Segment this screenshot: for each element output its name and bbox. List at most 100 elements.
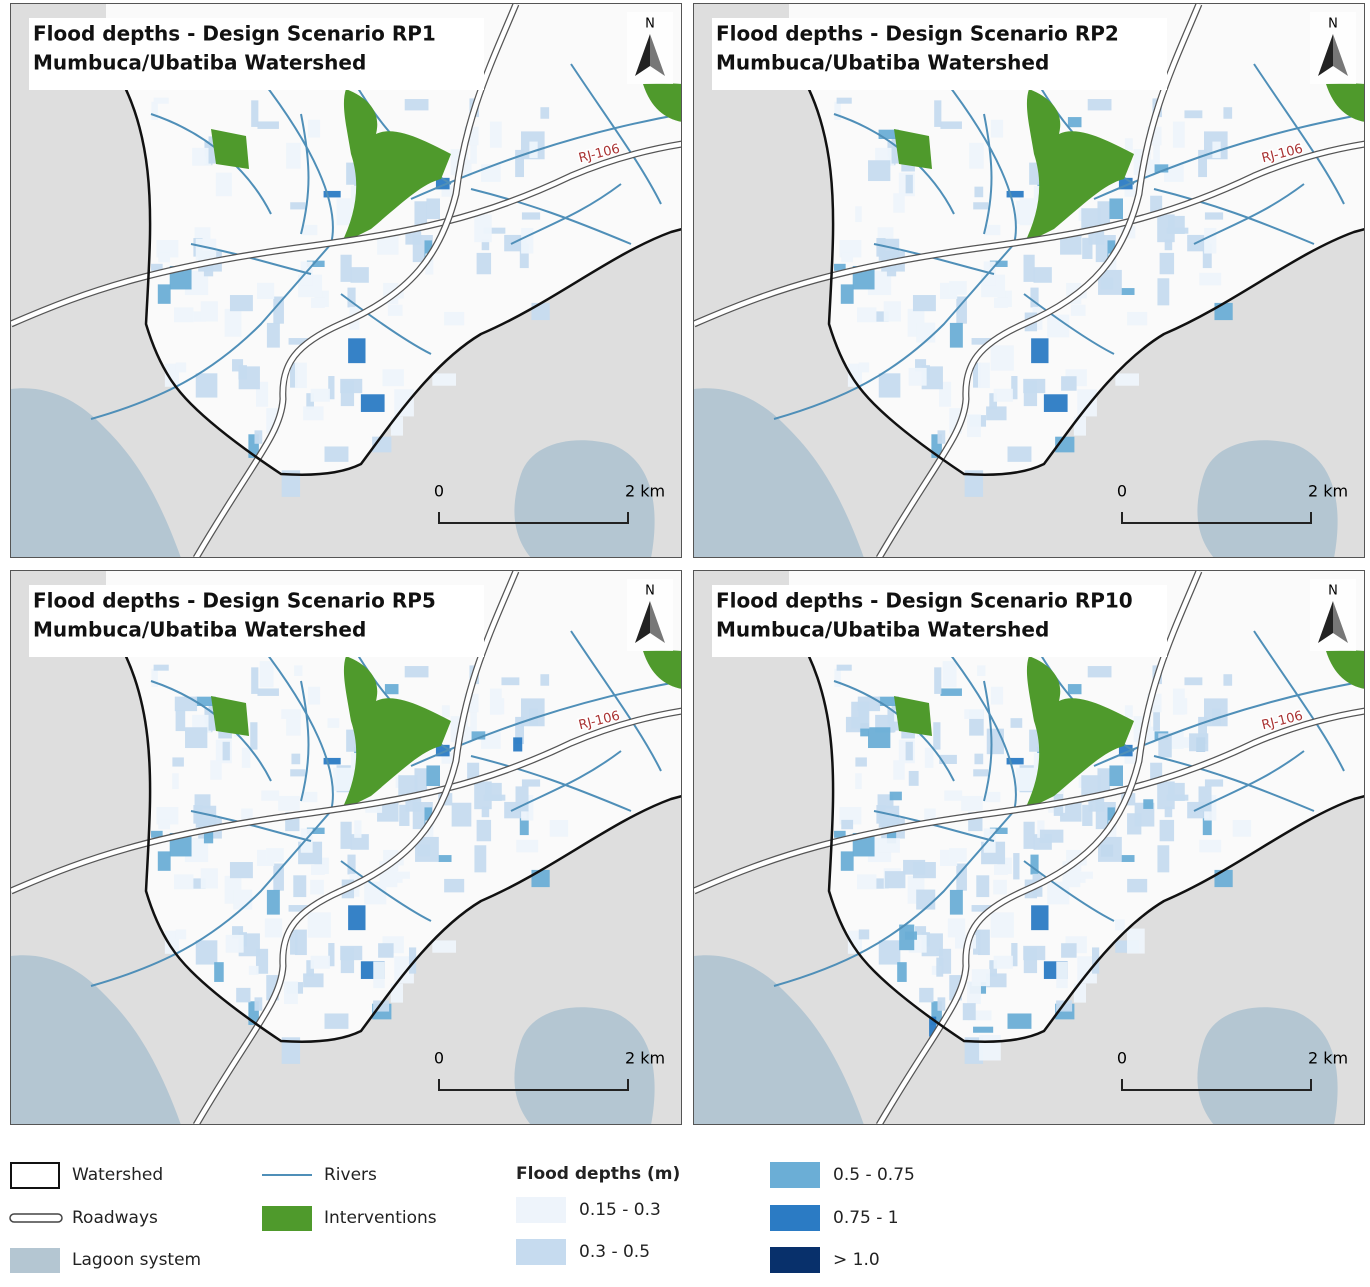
flood-patch [934, 100, 942, 127]
flood-patch [967, 1010, 992, 1021]
flood-patch [175, 710, 186, 732]
flood-patch [364, 881, 387, 905]
flood-patch [195, 238, 217, 261]
river [1093, 113, 1364, 200]
flood-patch [238, 933, 260, 957]
flood-patch [990, 912, 1014, 938]
flood-patch [333, 767, 356, 791]
flood-patch [1172, 688, 1185, 715]
flood-patch [414, 768, 428, 796]
flood-patch [1157, 278, 1170, 306]
flood-patch [1108, 253, 1117, 275]
flood-patch [1124, 705, 1133, 718]
flood-patch [905, 174, 913, 194]
flood-patch [441, 752, 453, 764]
flood-patch [841, 819, 854, 830]
flood-patch [836, 97, 852, 104]
flood-patch [856, 874, 877, 890]
flood-patch [840, 851, 854, 871]
flood-patch [949, 848, 967, 862]
river [873, 810, 995, 842]
flood-patch [855, 206, 862, 223]
flood-patch [1043, 394, 1068, 412]
flood-patch [232, 926, 244, 939]
legend-label: 0.15 - 0.3 [579, 1200, 661, 1220]
flood-patch [944, 790, 963, 801]
intervention [643, 650, 681, 689]
river [1253, 63, 1345, 205]
flood-patch [471, 731, 486, 740]
flood-patch [328, 943, 335, 967]
river [1253, 630, 1345, 772]
river [1093, 680, 1364, 767]
scale-bar [1121, 1079, 1312, 1091]
flood-patch [164, 363, 180, 387]
river [340, 293, 432, 355]
watershed-boundary [787, 620, 1364, 1043]
river [510, 183, 622, 245]
river [570, 630, 662, 772]
north-arrow [1318, 34, 1333, 76]
flood-patch [306, 827, 325, 834]
flood-patch [1143, 799, 1154, 809]
scale-end: 2 km [1308, 1049, 1348, 1068]
flood-patch [1076, 871, 1093, 879]
flood-patch [1184, 677, 1203, 686]
flood-patch [1115, 373, 1140, 386]
title-box [712, 18, 1167, 90]
flood-patch [979, 1034, 1001, 1061]
map-subtitle: Mumbuca/Ubatiba Watershed [716, 51, 1049, 75]
flood-patch [340, 378, 363, 394]
flood-patch [194, 227, 211, 242]
flood-patch [336, 198, 357, 226]
flood-patch [947, 918, 966, 938]
flood-patch [1202, 810, 1212, 836]
legend-label: 0.3 - 0.5 [579, 1242, 650, 1262]
flood-patch [1033, 267, 1052, 283]
flood-patch [481, 239, 490, 251]
flood-patch [877, 794, 894, 809]
flood-patch [855, 757, 867, 767]
flood-patch [978, 929, 990, 956]
legend-swatch [770, 1205, 820, 1231]
flood-patch [377, 234, 399, 255]
map-subtitle: Mumbuca/Ubatiba Watershed [716, 618, 1049, 642]
flood-patch [233, 889, 253, 910]
flood-patch [933, 722, 941, 750]
flood-patch [937, 997, 946, 1011]
flood-patch [441, 705, 450, 718]
flood-patch [1159, 819, 1175, 842]
flood-patch [1097, 201, 1111, 229]
flood-patch [302, 791, 318, 803]
flood-patch [151, 668, 158, 688]
flood-patch [1031, 338, 1049, 364]
map-title: Flood depths - Design Scenario RP5 [33, 589, 436, 613]
flood-patch [1082, 237, 1093, 259]
legend-swatch [10, 1162, 60, 1189]
flood-patch [889, 791, 902, 801]
flood-patch [529, 141, 538, 159]
river [570, 63, 662, 205]
flood-patch [1171, 737, 1193, 748]
flood-patch [192, 311, 206, 322]
flood-patch [1180, 698, 1188, 715]
flood-patch [224, 308, 242, 337]
flood-patch [303, 973, 324, 988]
flood-patch [834, 668, 841, 688]
flood-patch [203, 260, 214, 277]
flood-patch [1223, 674, 1233, 686]
flood-patch [1087, 99, 1112, 111]
road [877, 571, 1202, 1124]
flood-patch [964, 709, 984, 719]
flood-patch [1164, 239, 1173, 251]
flood-patch [273, 863, 284, 891]
scale-start: 0 [1117, 482, 1127, 501]
intervention [211, 696, 249, 736]
flood-patch [1073, 983, 1087, 1003]
flood-patch [521, 227, 534, 254]
river [190, 243, 312, 275]
flood-patch [324, 1013, 349, 1029]
flood-patch [373, 1000, 390, 1012]
flood-patch [390, 416, 404, 436]
flood-patch [985, 224, 1001, 236]
